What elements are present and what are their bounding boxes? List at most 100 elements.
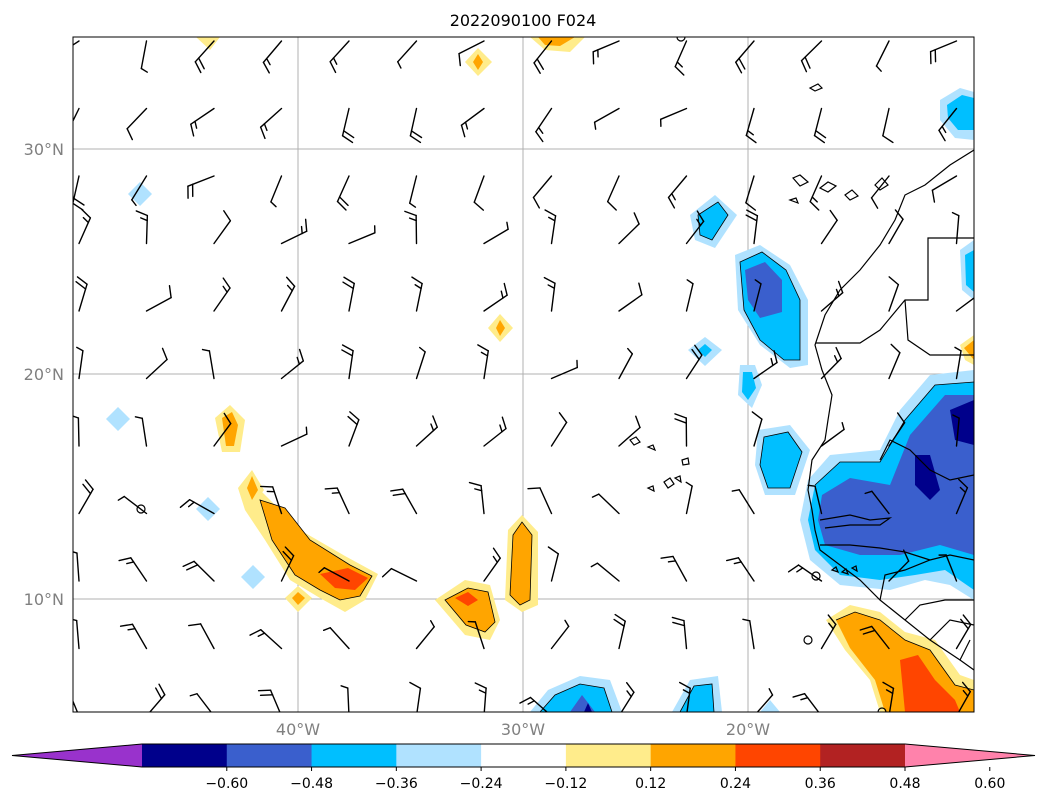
contour-pos-orange [538, 37, 575, 46]
colorbar-tick-label: 0.36 [805, 776, 836, 792]
wind-barb-staff [820, 219, 838, 245]
wind-barb-staff [875, 40, 890, 67]
wind-barb-staff [550, 366, 578, 380]
map-title: 2022090100 F024 [450, 11, 597, 30]
wind-barb-feather [298, 348, 305, 362]
wind-barb-feather [381, 567, 393, 578]
wind-barb-feather [672, 621, 686, 627]
wind-barb-feather [197, 57, 205, 70]
wind-barb-feather [671, 616, 685, 622]
wind-barb-feather [304, 218, 308, 232]
wind-barb-staff [77, 417, 80, 447]
colorbar-segment [735, 744, 821, 767]
wind-barb-staff [397, 40, 418, 63]
wind-barb-feather [685, 481, 693, 487]
wind-barb-feather [296, 356, 301, 365]
wind-barb-feather [341, 349, 354, 357]
contour-pos-orange [247, 476, 258, 500]
wind-barb-staff [141, 417, 148, 447]
wind-barb-feather [340, 685, 349, 689]
wind-barb-feather [547, 546, 559, 555]
colorbar-tick-label: −0.60 [205, 776, 248, 792]
wind-barb-feather [590, 562, 599, 568]
wind-barb-staff [685, 485, 693, 515]
wind-barb-feather [671, 192, 676, 201]
wind-barb-feather [499, 424, 503, 433]
wind-barb-feather [591, 493, 600, 498]
colorbar-segment [226, 744, 313, 767]
wind-barb-feather [548, 216, 556, 222]
wind-barb-feather [745, 202, 757, 211]
wind-barb-feather [626, 690, 632, 698]
wind-barb-feather [959, 486, 967, 494]
wind-barb-feather [503, 282, 508, 296]
wind-barb-feather [796, 567, 804, 573]
wind-barb-feather [161, 347, 168, 361]
wind-barb-staff [945, 554, 958, 582]
colorbar-segment [565, 744, 652, 767]
wind-barb-feather [194, 120, 198, 129]
wind-barb-feather [270, 201, 277, 208]
wind-barb-staff [888, 422, 906, 447]
wind-barb-feather [409, 135, 422, 144]
wind-barb-staff [145, 358, 168, 380]
wind-barb-feather [155, 687, 163, 700]
wind-barb-feather [410, 130, 423, 139]
wind-barb-staff [596, 562, 620, 582]
wind-barb-feather [223, 210, 232, 222]
wind-barb-staff [75, 619, 80, 650]
wind-barb-feather [76, 346, 84, 352]
wind-barb-feather [119, 623, 134, 627]
wind-barb-feather [787, 564, 800, 573]
wind-barb-feather [322, 627, 331, 632]
wind-barb-feather [667, 196, 676, 209]
wind-barb-feather [800, 696, 809, 701]
contour-neg-royalblue [818, 395, 974, 555]
lat-label-10n: 10°N [24, 590, 64, 609]
wind-barb-staff [888, 283, 900, 312]
wind-barb-feather [676, 61, 683, 68]
wind-barb-feather [751, 411, 763, 420]
contour-neg-lightblue [128, 182, 152, 206]
contour-neg-skyblue [760, 432, 802, 488]
wind-barb-feather [558, 412, 568, 424]
wind-barb-feather [158, 683, 166, 696]
wind-barb-feather [189, 693, 198, 697]
wind-barb-staff [820, 428, 845, 447]
wind-barb-staff [415, 626, 435, 650]
wind-barb-feather [696, 210, 705, 223]
wind-barb-feather [126, 561, 135, 565]
contour-neg-skyblue [742, 372, 756, 400]
wind-barb-feather [478, 689, 487, 694]
wind-barb-feather [458, 52, 462, 67]
wind-barb-staff [618, 426, 641, 447]
wind-barb-feather [492, 555, 498, 563]
wind-barb-feather [862, 629, 876, 635]
wind-barb-feather [282, 550, 293, 561]
wind-barb-feather [430, 620, 435, 628]
wind-barb-feather [222, 277, 231, 289]
wind-barb-feather [827, 614, 837, 626]
wind-barb-staff [955, 297, 974, 312]
wind-barb-feather [332, 57, 338, 65]
wind-barb-feather [882, 681, 895, 690]
wind-barb-staff [539, 487, 553, 515]
wind-barb-feather [404, 210, 417, 217]
wind-barb-feather [190, 123, 195, 137]
wind-barb-feather [694, 344, 703, 356]
wind-barb-feather [468, 481, 482, 487]
wind-barb-staff [955, 417, 960, 447]
wind-barb-feather [833, 355, 839, 363]
wind-barb-feather [882, 135, 894, 144]
wind-barb-feather [477, 344, 489, 352]
wind-barb-feather [430, 423, 435, 432]
wind-barb-staff [78, 350, 84, 380]
wind-barb-feather [343, 276, 355, 285]
wind-barb-staff [199, 623, 215, 650]
colorbar-segment [396, 744, 482, 767]
wind-barb-feather [674, 413, 687, 419]
wind-barb-feather [474, 488, 483, 492]
wind-barb-feather [126, 128, 134, 141]
wind-barb-feather [186, 564, 199, 571]
wind-barb-staff [348, 232, 376, 245]
